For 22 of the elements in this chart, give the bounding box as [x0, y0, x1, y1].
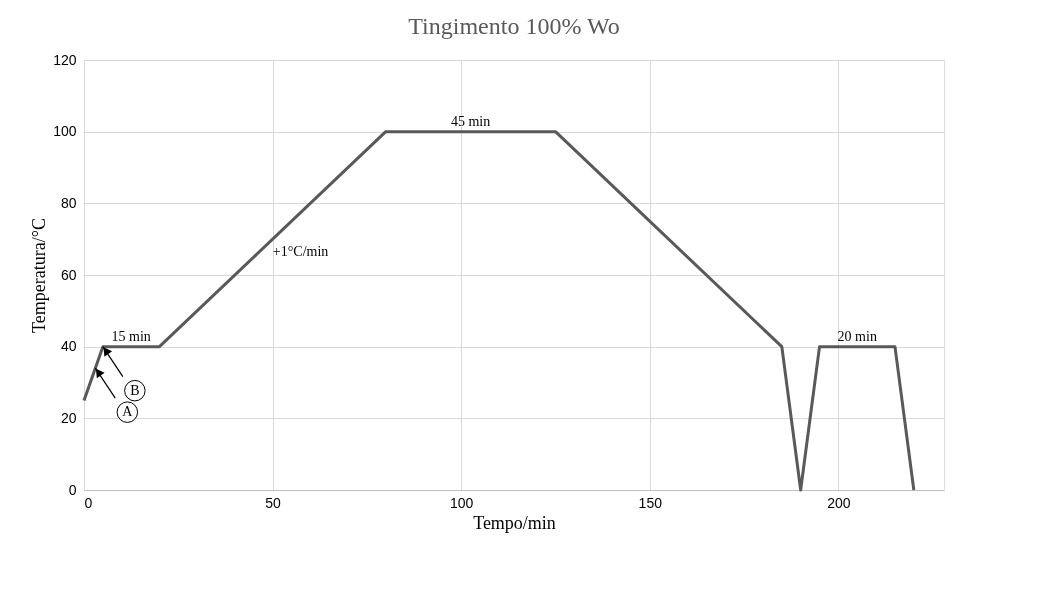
x-axis-title: Tempo/min [473, 512, 556, 533]
y-tick-label: 0 [68, 481, 77, 498]
y-tick-label: 60 [60, 266, 77, 283]
y-tick-label: 20 [60, 409, 77, 426]
chart-title: Tingimento 100% Wo [408, 13, 620, 39]
annotation: B [130, 382, 140, 398]
x-tick-label: 200 [827, 494, 851, 511]
annotation: 20 min [837, 328, 877, 344]
x-tick-label: 100 [450, 494, 474, 511]
y-tick-label: 120 [53, 51, 77, 68]
annotation: 15 min [111, 328, 151, 344]
annotation: A [122, 404, 134, 420]
y-tick-label: 40 [60, 338, 77, 355]
line-series [82, 130, 916, 492]
y-axis-title: Temperatura/°C [29, 218, 50, 333]
annotation: 45 min [450, 113, 491, 129]
y-tick-label: 80 [60, 194, 77, 211]
x-tick-label: 0 [84, 494, 93, 511]
y-tick-label: 100 [53, 123, 77, 140]
x-tick-label: 150 [638, 494, 663, 511]
x-tick-label: 50 [265, 494, 282, 511]
annotation: +1°C/min [272, 244, 329, 260]
